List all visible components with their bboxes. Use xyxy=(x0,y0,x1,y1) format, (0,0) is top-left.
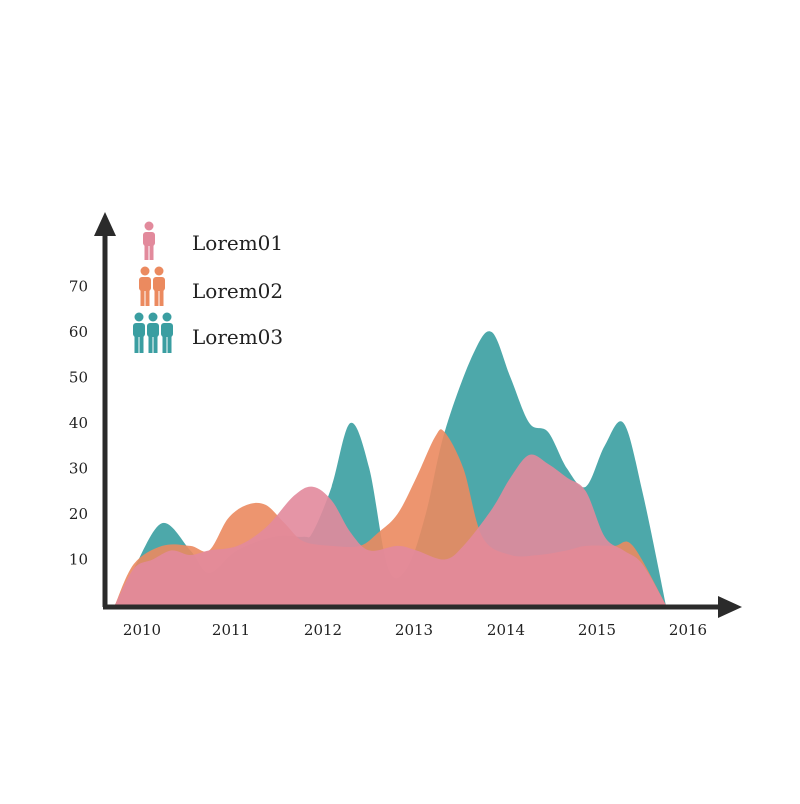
y-axis-arrow-icon xyxy=(94,212,116,236)
y-tick-label: 10 xyxy=(69,551,88,569)
x-tick-label: 2011 xyxy=(212,621,250,639)
y-tick-labels: 10 20 30 40 50 60 70 xyxy=(69,278,88,569)
series-areas xyxy=(115,331,666,605)
axes xyxy=(94,212,742,618)
y-tick-label: 30 xyxy=(69,460,88,478)
x-tick-label: 2013 xyxy=(395,621,433,639)
legend-label-lorem02: Lorem02 xyxy=(192,279,283,303)
group-of-three-people-icon xyxy=(133,312,173,353)
legend-label-lorem01: Lorem01 xyxy=(192,231,283,255)
legend-item-lorem01: Lorem01 xyxy=(143,221,283,260)
legend-item-lorem03: Lorem03 xyxy=(133,312,283,353)
y-tick-label: 60 xyxy=(69,323,88,341)
x-tick-label: 2015 xyxy=(578,621,616,639)
single-person-icon xyxy=(143,221,155,260)
x-tick-labels: 2010 2011 2012 2013 2014 2015 2016 xyxy=(123,621,707,639)
legend-item-lorem02: Lorem02 xyxy=(139,266,283,306)
x-axis-arrow-icon xyxy=(718,596,742,618)
y-tick-label: 50 xyxy=(69,369,88,387)
legend-label-lorem03: Lorem03 xyxy=(192,325,283,349)
x-tick-label: 2010 xyxy=(123,621,161,639)
x-tick-label: 2016 xyxy=(669,621,707,639)
legend: Lorem01 Lorem02 xyxy=(133,221,283,353)
pair-of-people-icon xyxy=(139,266,165,306)
x-tick-label: 2014 xyxy=(487,621,525,639)
x-tick-label: 2012 xyxy=(304,621,342,639)
area-lorem01 xyxy=(115,454,666,605)
y-tick-label: 40 xyxy=(69,414,88,432)
y-tick-label: 20 xyxy=(69,505,88,523)
y-tick-label: 70 xyxy=(69,278,88,296)
